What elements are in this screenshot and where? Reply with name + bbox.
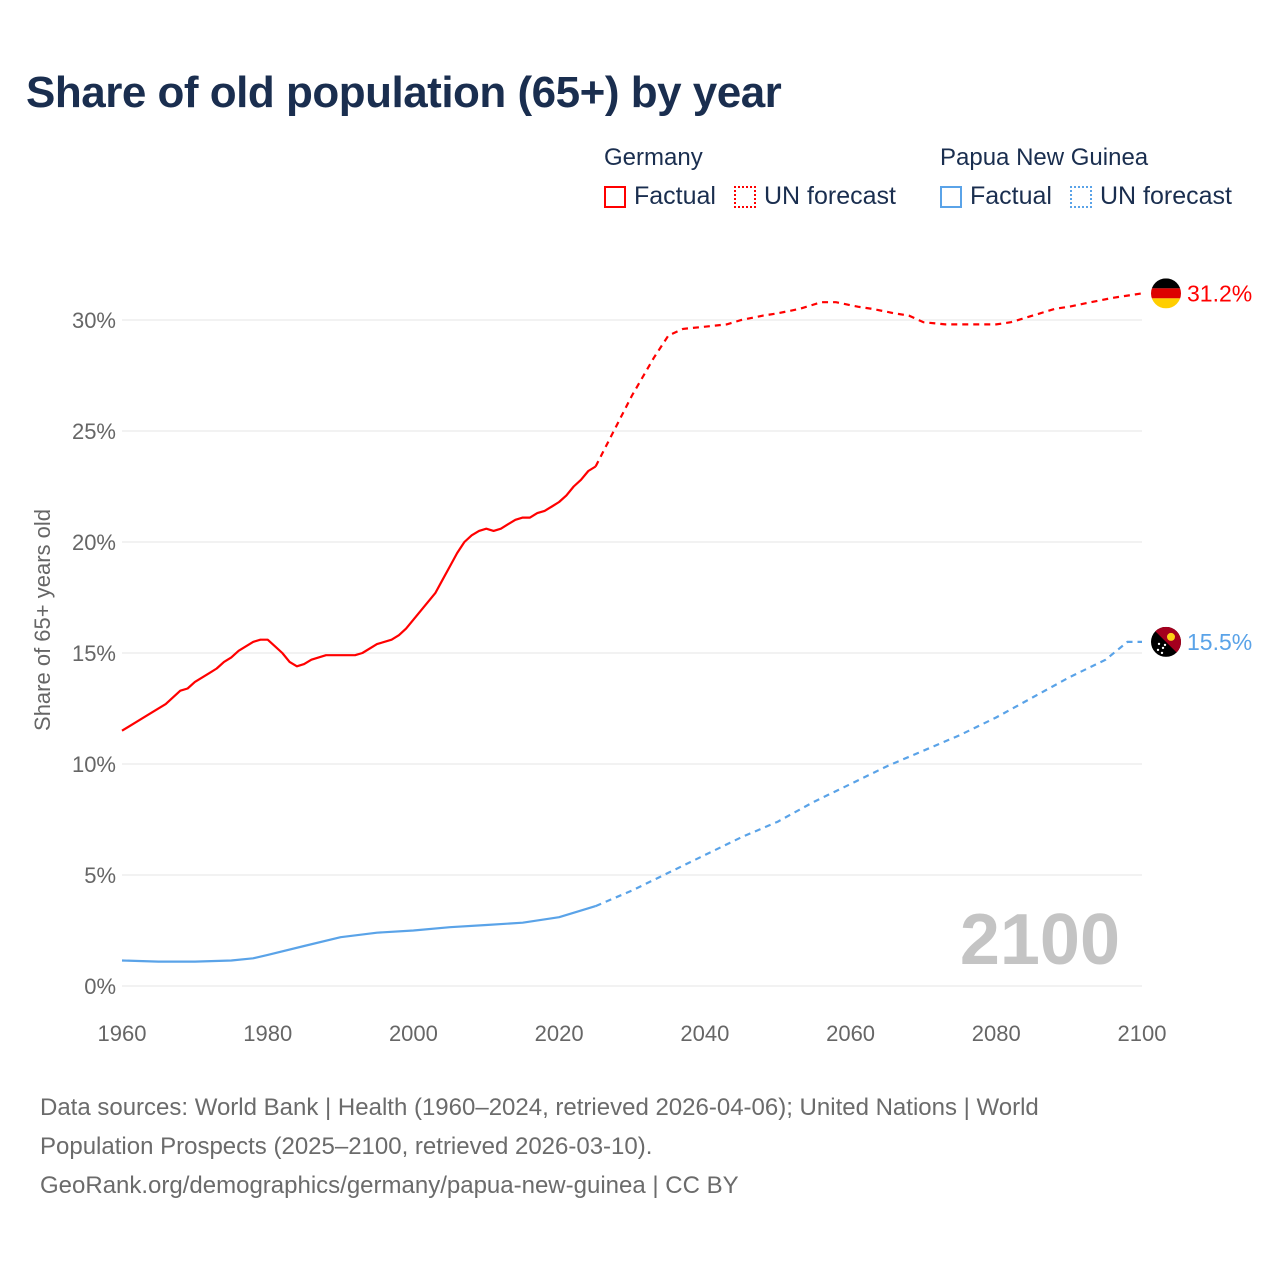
legend-germany: Germany Factual UN forecast xyxy=(604,144,914,211)
y-tick-label: 30% xyxy=(72,308,116,333)
y-tick-label: 15% xyxy=(72,641,116,666)
x-tick-label: 2020 xyxy=(535,1021,584,1046)
legend-label: Factual xyxy=(970,182,1052,210)
y-tick-label: 10% xyxy=(72,752,116,777)
line-chart: 0% 5% 10% 15% 20% 25% 30% 1960 1980 2000 2020 2040 2… xyxy=(30,278,1252,1046)
legend-factual[interactable]: Factual xyxy=(604,182,716,211)
x-tick-label: 1980 xyxy=(243,1021,292,1046)
x-tick-label: 2100 xyxy=(1118,1021,1167,1046)
germany-flag-icon xyxy=(1151,278,1181,309)
factual-swatch xyxy=(940,185,962,208)
end-value-label: 31.2% xyxy=(1187,280,1252,306)
y-tick-label: 20% xyxy=(72,530,116,555)
legend-forecast[interactable]: UN forecast xyxy=(733,182,896,211)
y-axis-label: Share of 65+ years old xyxy=(30,509,55,731)
forecast-swatch xyxy=(1069,185,1092,208)
legend-country-name: Germany xyxy=(604,144,703,171)
legend-label: UN forecast xyxy=(763,182,896,210)
factual-swatch xyxy=(604,185,626,208)
forecast-swatch xyxy=(733,185,756,208)
y-tick-label: 0% xyxy=(84,974,116,999)
y-tick-label: 5% xyxy=(84,863,116,888)
legend-png: Papua New Guinea Factual UN forecast xyxy=(940,144,1250,211)
year-watermark: 2100 xyxy=(960,900,1120,980)
legend-country-name: Papua New Guinea xyxy=(940,144,1149,171)
x-tick-label: 1960 xyxy=(98,1021,147,1046)
legend-factual[interactable]: Factual xyxy=(940,182,1052,211)
x-tick-label: 2060 xyxy=(826,1021,875,1046)
legend-label: Factual xyxy=(634,182,716,210)
footer-link[interactable]: GeoRank.org/demographics/germany/papua-n… xyxy=(40,1172,739,1199)
x-tick-label: 2080 xyxy=(972,1021,1021,1046)
footer-sources-cont: Population Prospects (2025–2100, retriev… xyxy=(40,1133,653,1160)
end-value-label: 15.5% xyxy=(1187,629,1252,655)
series-line-factual xyxy=(121,465,597,732)
series-line-forecast xyxy=(594,292,1143,468)
y-tick-label: 25% xyxy=(72,419,116,444)
series-line-factual xyxy=(121,905,596,963)
footer-sources: Data sources: World Bank | Health (1960–… xyxy=(40,1094,1039,1121)
x-tick-label: 2000 xyxy=(389,1021,438,1046)
papua-new-guinea-flag-icon xyxy=(1151,626,1181,657)
legend-label: UN forecast xyxy=(1099,182,1232,210)
series-line-forecast xyxy=(595,640,1142,908)
x-tick-label: 2040 xyxy=(680,1021,729,1046)
legend-forecast[interactable]: UN forecast xyxy=(1069,182,1232,211)
footer: Data sources: World Bank | Health (1960–… xyxy=(40,1088,1240,1205)
chart-title: Share of old population (65+) by year xyxy=(26,68,782,117)
